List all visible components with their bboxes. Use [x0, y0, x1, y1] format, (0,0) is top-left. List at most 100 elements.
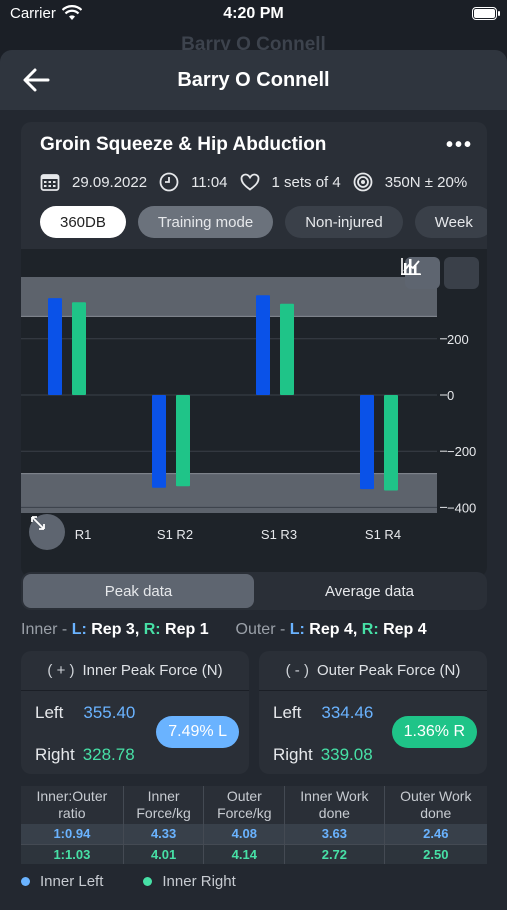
calendar-icon	[40, 172, 60, 192]
inner-peak-force-card: ( + ) Inner Peak Force (N) Left 355.40 Rig…	[21, 651, 249, 774]
force-chart: R1 S1 R2 S1 R3 S1 R4 200 0 −200 −400	[21, 249, 487, 577]
session-sets: 1 sets of 4	[271, 173, 341, 191]
table-cell: 4.01	[123, 843, 205, 864]
expand-chart-icon[interactable]	[29, 514, 65, 550]
table-cell: 2.50	[384, 843, 487, 864]
outer-label: Outer -	[235, 621, 290, 638]
bar-right-2	[176, 395, 190, 487]
chip-training-mode[interactable]: Training mode	[137, 206, 274, 238]
line-chart-icon[interactable]	[401, 257, 479, 289]
session-meta: 29.09.2022 11:04 1 sets of 4 350N ± 20%	[40, 170, 479, 194]
table-cell: 3.63	[284, 824, 385, 844]
y-tick-label: 0	[447, 388, 454, 403]
tab-average-data[interactable]: Average data	[325, 582, 414, 600]
stats-table: Inner:Outer ratio Inner Force/kg Outer Forc…	[21, 786, 487, 864]
col-header-inner-force: Inner Force/kg	[123, 786, 205, 824]
bar-right-3	[280, 303, 294, 395]
tab-peak-data[interactable]: Peak data	[23, 574, 254, 608]
inner-label: Inner -	[21, 621, 72, 638]
inner-right-label: Right	[35, 745, 75, 764]
inner-left-label: Left	[35, 703, 64, 722]
exercise-title: Groin Squeeze & Hip Abduction	[40, 134, 327, 155]
modal-sheet: Barry O Connell Groin Squeeze & Hip Abdu…	[0, 50, 507, 910]
outer-right-label: Right	[273, 745, 313, 764]
outer-asymmetry-badge: 1.36% R	[391, 716, 477, 748]
target-icon	[353, 172, 373, 192]
force-bar-chart: R1 S1 R2 S1 R3 S1 R4 200 0 −200 −400	[21, 277, 476, 542]
table-cell: 4.08	[203, 824, 286, 844]
outer-right-key: R:	[361, 621, 379, 638]
exercise-card: Groin Squeeze & Hip Abduction ••• 29.09.…	[21, 122, 487, 577]
y-tick-label: −400	[447, 500, 476, 515]
more-options-icon[interactable]: •••	[445, 134, 473, 156]
data-mode-segmented-control: Peak data Average data	[21, 572, 487, 610]
x-tick-label: S1 R4	[365, 527, 401, 542]
inner-left-rep: Rep 3,	[86, 621, 144, 638]
chart-legend: Inner Left Inner Right	[21, 873, 236, 890]
inner-peak-title: Inner Peak Force (N)	[82, 662, 223, 679]
outer-left-key: L:	[289, 621, 305, 638]
bar-right-1	[72, 302, 86, 395]
legend-dot-left	[21, 877, 30, 886]
page-title: Barry O Connell	[177, 69, 330, 91]
outer-left-value: 334.46	[321, 703, 374, 722]
back-arrow-icon[interactable]	[22, 66, 52, 94]
col-header-ratio: Inner:Outer ratio	[21, 786, 124, 824]
table-cell: 2.46	[384, 824, 487, 844]
legend-inner-left: Inner Left	[40, 873, 104, 890]
x-tick-label: S1 R2	[157, 527, 193, 542]
table-header-row: Inner:Outer ratio Inner Force/kg Outer Forc…	[21, 786, 487, 824]
bar-left-2	[152, 395, 166, 488]
clock-icon	[159, 172, 179, 192]
bar-left-3	[256, 295, 270, 395]
bar-chart-icon[interactable]	[401, 257, 440, 289]
outer-right-rep: Rep 4	[378, 621, 427, 638]
inner-right-value: 328.78	[82, 745, 135, 764]
legend-inner-right: Inner Right	[162, 873, 236, 890]
table-cell: 4.14	[203, 843, 286, 864]
chip-week[interactable]: Week	[414, 206, 487, 238]
col-header-outer-force: Outer Force/kg	[203, 786, 286, 824]
chart-type-toggle	[401, 257, 479, 291]
inner-right-rep: Rep 1	[160, 621, 209, 638]
y-tick-label: 200	[447, 332, 469, 347]
chip-non-injured[interactable]: Non-injured	[285, 206, 403, 238]
col-header-outer-work: Outer Work done	[400, 788, 472, 821]
carrier-label: Carrier	[10, 5, 56, 22]
bar-left-4	[360, 395, 374, 490]
legend-dot-right	[143, 877, 153, 886]
session-date: 29.09.2022	[72, 173, 148, 191]
status-bar: Carrier 4:20 PM	[0, 0, 507, 30]
chip-360db[interactable]: 360DB	[40, 206, 126, 238]
tag-chips: 360DB Training mode Non-injured Week	[40, 206, 487, 238]
table-row-left: 1:0.94 4.33 4.08 3.63 2.46	[21, 824, 487, 844]
nav-bar: Barry O Connell	[0, 50, 507, 110]
outer-left-rep: Rep 4,	[304, 621, 362, 638]
target-band	[21, 277, 437, 317]
plus-icon: ( + )	[47, 662, 75, 679]
table-cell: 1:1.03	[21, 843, 124, 864]
table-row-right: 1:1.03 4.01 4.14 2.72 2.50	[21, 843, 487, 864]
outer-right-value: 339.08	[320, 745, 373, 764]
col-header-inner-work: Inner Work done	[284, 786, 385, 824]
inner-right-key: R:	[143, 621, 161, 638]
table-cell: 2.72	[284, 843, 385, 864]
inner-asymmetry-badge: 7.49% L	[156, 716, 239, 748]
x-tick-label: R1	[75, 527, 92, 542]
table-cell: 1:0.94	[21, 824, 124, 844]
bar-left-1	[48, 298, 62, 395]
session-target: 350N ± 20%	[384, 173, 468, 191]
clock: 4:20 PM	[223, 5, 284, 22]
wifi-icon	[61, 5, 83, 26]
best-reps-summary: Inner - L: Rep 3, R: Rep 1 Outer - L: Re…	[21, 621, 487, 645]
outer-peak-force-card: ( - ) Outer Peak Force (N) Left 334.46 Rig…	[259, 651, 487, 774]
background-screen-title: Barry O Connell	[181, 34, 326, 55]
bar-right-4	[384, 395, 398, 491]
minus-icon: ( - )	[285, 662, 309, 679]
session-time: 11:04	[191, 173, 228, 191]
x-tick-label: S1 R3	[261, 527, 297, 542]
inner-left-value: 355.40	[83, 703, 136, 722]
inner-left-key: L:	[71, 621, 87, 638]
table-cell: 4.33	[123, 824, 205, 844]
y-tick-label: −200	[447, 444, 476, 459]
